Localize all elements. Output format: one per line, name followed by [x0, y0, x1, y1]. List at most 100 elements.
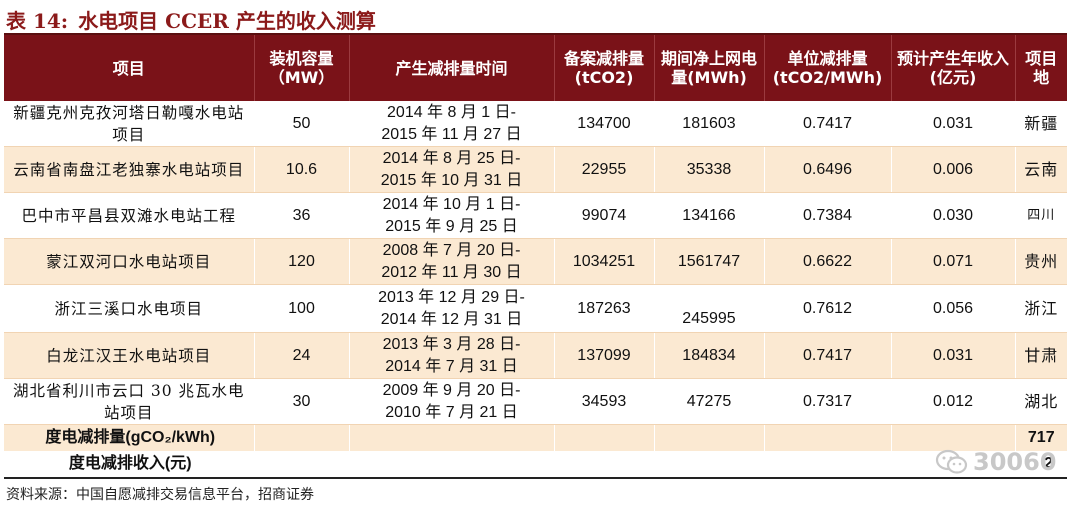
filed-cell: 34593	[553, 378, 654, 425]
period-end: 2014 年 7 月 31 日	[385, 357, 518, 375]
project-name: 云南省南盘江老独寨水电站项目	[4, 146, 254, 193]
period-start: 2009 年 9 月 20 日-	[382, 381, 521, 399]
period-end: 2012 年 11 月 30 日	[381, 263, 522, 281]
header-period: 产生减排量时间	[348, 35, 554, 101]
unit-reduction-cell: 0.7417	[763, 101, 891, 147]
period-start: 2014 年 10 月 1 日-	[382, 195, 521, 213]
capacity-cell: 100	[253, 284, 349, 333]
unit-reduction-cell: 0.7384	[763, 192, 891, 239]
period-start: 2014 年 8 月 1 日-	[387, 103, 516, 121]
period-cell: 2014 年 10 月 1 日- 2015 年 9 月 25 日	[348, 192, 554, 239]
project-name: 蒙江双河口水电站项目	[4, 238, 254, 285]
place-cell: 贵州	[1014, 238, 1067, 285]
summary-value: 2	[1014, 451, 1067, 477]
project-name: 湖北省利川市云口 30 兆瓦水电站项目	[4, 378, 254, 425]
net-power-cell: 245995	[653, 284, 764, 333]
project-name: 新疆克州克孜河塔日勒嘎水电站项目	[4, 101, 254, 147]
period-end: 2014 年 12 月 31 日	[380, 310, 523, 328]
place-cell: 甘肃	[1014, 332, 1067, 379]
net-power-cell: 1561747	[653, 238, 764, 285]
place-cell: 湖北	[1014, 378, 1067, 425]
table-row: 浙江三溪口水电项目 100 2013 年 12 月 29 日- 2014 年 12…	[4, 284, 1067, 333]
period-start: 2014 年 8 月 25 日-	[382, 149, 521, 167]
filed-cell: 99074	[553, 192, 654, 239]
capacity-cell: 24	[253, 332, 349, 379]
header-capacity: 装机容量（MW）	[253, 35, 349, 101]
period-start: 2013 年 12 月 29 日-	[378, 288, 525, 306]
revenue-table: 项目 装机容量（MW） 产生减排量时间 备案减排量(tCO2) 期间净上网电量(…	[4, 35, 1067, 477]
filed-cell: 22955	[553, 146, 654, 193]
summary-label: 度电减排收入(元)	[4, 451, 254, 477]
net-power-cell: 134166	[653, 192, 764, 239]
capacity-cell: 10.6	[253, 146, 349, 193]
place-cell: 浙江	[1014, 284, 1067, 333]
income-cell: 0.071	[890, 238, 1015, 285]
unit-reduction-cell: 0.7317	[763, 378, 891, 425]
income-cell: 0.056	[890, 284, 1015, 333]
income-cell: 0.030	[890, 192, 1015, 239]
income-cell: 0.031	[890, 332, 1015, 379]
period-start: 2008 年 7 月 20 日-	[382, 241, 521, 259]
wechat-icon	[935, 449, 968, 474]
capacity-cell: 50	[253, 101, 349, 147]
period-cell: 2014 年 8 月 25 日- 2015 年 10 月 31 日	[348, 146, 554, 193]
project-name: 白龙江汉王水电站项目	[4, 332, 254, 379]
summary-row-reduction: 度电减排量(gCO₂/kWh) 717	[4, 424, 1067, 451]
bottom-rule	[4, 477, 1067, 479]
project-name: 巴中市平昌县双滩水电站工程	[4, 192, 254, 239]
top-rule	[4, 33, 1067, 35]
header-filed: 备案减排量(tCO2)	[553, 35, 654, 101]
unit-reduction-cell: 0.6622	[763, 238, 891, 285]
filed-cell: 187263	[553, 284, 654, 333]
capacity-cell: 120	[253, 238, 349, 285]
period-end: 2015 年 11 月 27 日	[381, 125, 522, 143]
header-net-power: 期间净上网电量(MWh)	[653, 35, 764, 101]
table-row: 湖北省利川市云口 30 兆瓦水电站项目 30 2009 年 9 月 20 日- 2…	[4, 378, 1067, 425]
net-power-cell: 35338	[653, 146, 764, 193]
filed-cell: 1034251	[553, 238, 654, 285]
table-row: 巴中市平昌县双滩水电站工程 36 2014 年 10 月 1 日- 2015 年 …	[4, 192, 1067, 239]
capacity-cell: 36	[253, 192, 349, 239]
summary-value: 717	[1014, 424, 1067, 451]
header-name: 项目	[4, 35, 254, 101]
period-cell: 2014 年 8 月 1 日- 2015 年 11 月 27 日	[348, 101, 554, 147]
header-income: 预计产生年收入(亿元)	[890, 35, 1015, 101]
table-number: 表 14:	[6, 9, 69, 33]
filed-cell: 134700	[553, 101, 654, 147]
place-cell: 新疆	[1014, 101, 1067, 147]
watermark-text: 30060	[973, 448, 1057, 476]
header-unit-reduction: 单位减排量(tCO2/MWh)	[763, 35, 891, 101]
header-place: 项目地	[1014, 35, 1067, 101]
period-end: 2015 年 10 月 31 日	[380, 171, 523, 189]
period-end: 2015 年 9 月 25 日	[385, 217, 518, 235]
capacity-cell: 30	[253, 378, 349, 425]
net-power-cell: 47275	[653, 378, 764, 425]
table-row: 云南省南盘江老独寨水电站项目 10.6 2014 年 8 月 25 日- 2015…	[4, 146, 1067, 193]
net-power-cell: 184834	[653, 332, 764, 379]
net-power-cell: 181603	[653, 101, 764, 147]
period-start: 2013 年 3 月 28 日-	[382, 335, 521, 353]
table-row: 新疆克州克孜河塔日勒嘎水电站项目 50 2014 年 8 月 1 日- 2015 …	[4, 101, 1067, 147]
income-cell: 0.031	[890, 101, 1015, 147]
period-cell: 2008 年 7 月 20 日- 2012 年 11 月 30 日	[348, 238, 554, 285]
summary-row-income: 度电减排收入(元) 2	[4, 451, 1067, 477]
unit-reduction-cell: 0.7417	[763, 332, 891, 379]
period-cell: 2009 年 9 月 20 日- 2010 年 7 月 21 日	[348, 378, 554, 425]
summary-label: 度电减排量(gCO₂/kWh)	[4, 424, 254, 451]
income-cell: 0.012	[890, 378, 1015, 425]
table-row: 白龙江汉王水电站项目 24 2013 年 3 月 28 日- 2014 年 7 月…	[4, 332, 1067, 379]
watermark: 30060	[935, 447, 1057, 477]
place-cell: 四川	[1014, 192, 1067, 239]
table-title: 表 14: 水电项目 CCER 产生的收入测算	[6, 5, 376, 33]
header-row: 项目 装机容量（MW） 产生减排量时间 备案减排量(tCO2) 期间净上网电量(…	[4, 35, 1067, 101]
table-row: 蒙江双河口水电站项目 120 2008 年 7 月 20 日- 2012 年 11…	[4, 238, 1067, 285]
period-end: 2010 年 7 月 21 日	[385, 403, 518, 421]
unit-reduction-cell: 0.6496	[763, 146, 891, 193]
unit-reduction-cell: 0.7612	[763, 284, 891, 333]
income-cell: 0.006	[890, 146, 1015, 193]
source-note: 资料来源：中国自愿减排交易信息平台，招商证券	[6, 487, 314, 503]
project-name: 浙江三溪口水电项目	[4, 284, 254, 333]
period-cell: 2013 年 3 月 28 日- 2014 年 7 月 31 日	[348, 332, 554, 379]
table-title-text: 水电项目 CCER 产生的收入测算	[78, 9, 376, 33]
period-cell: 2013 年 12 月 29 日- 2014 年 12 月 31 日	[348, 284, 554, 333]
